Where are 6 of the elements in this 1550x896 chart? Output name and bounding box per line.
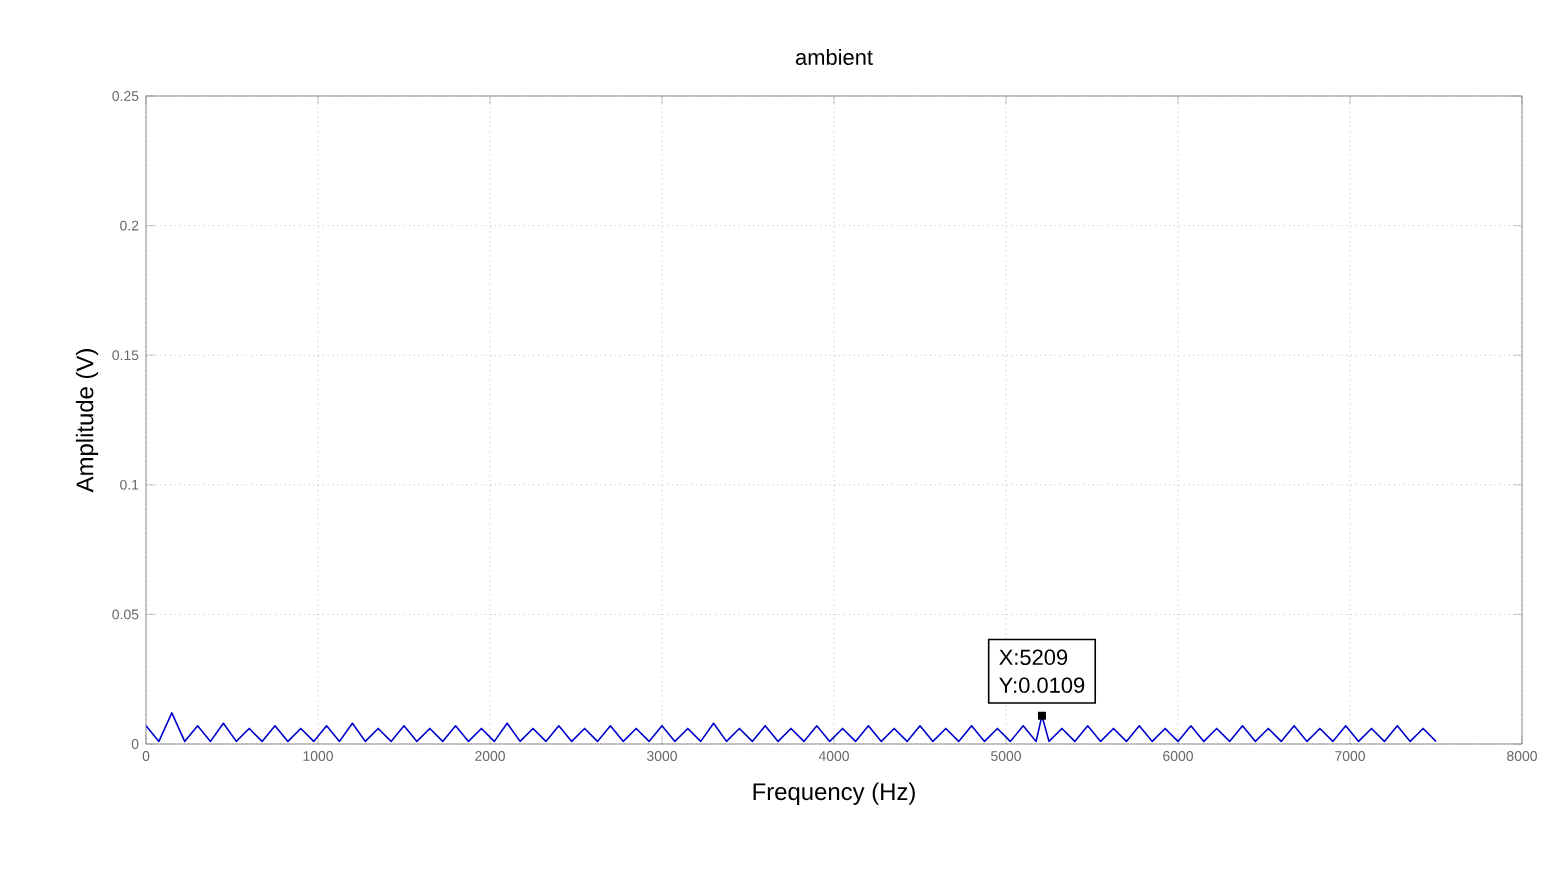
x-axis-title: Frequency (Hz) [753, 782, 915, 805]
annotation: X:5209 [999, 649, 1068, 666]
chart-title: ambient [795, 48, 873, 65]
line-series [146, 711, 1437, 743]
annotation: Y:0.0109 [999, 677, 1085, 693]
y-axis-title: Amplitude (V) [75, 349, 99, 493]
